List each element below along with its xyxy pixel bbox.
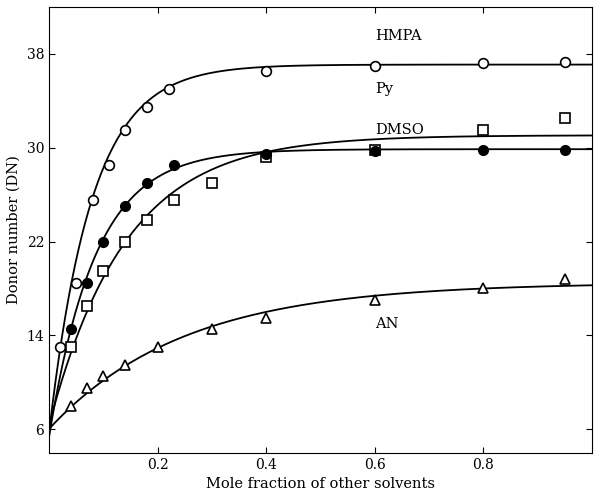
- Text: DMSO: DMSO: [375, 123, 423, 137]
- Text: AN: AN: [375, 317, 398, 331]
- X-axis label: Mole fraction of other solvents: Mole fraction of other solvents: [206, 477, 435, 491]
- Y-axis label: Donor number (DN): Donor number (DN): [7, 155, 21, 304]
- Text: Py: Py: [375, 82, 393, 96]
- Text: HMPA: HMPA: [375, 29, 422, 43]
